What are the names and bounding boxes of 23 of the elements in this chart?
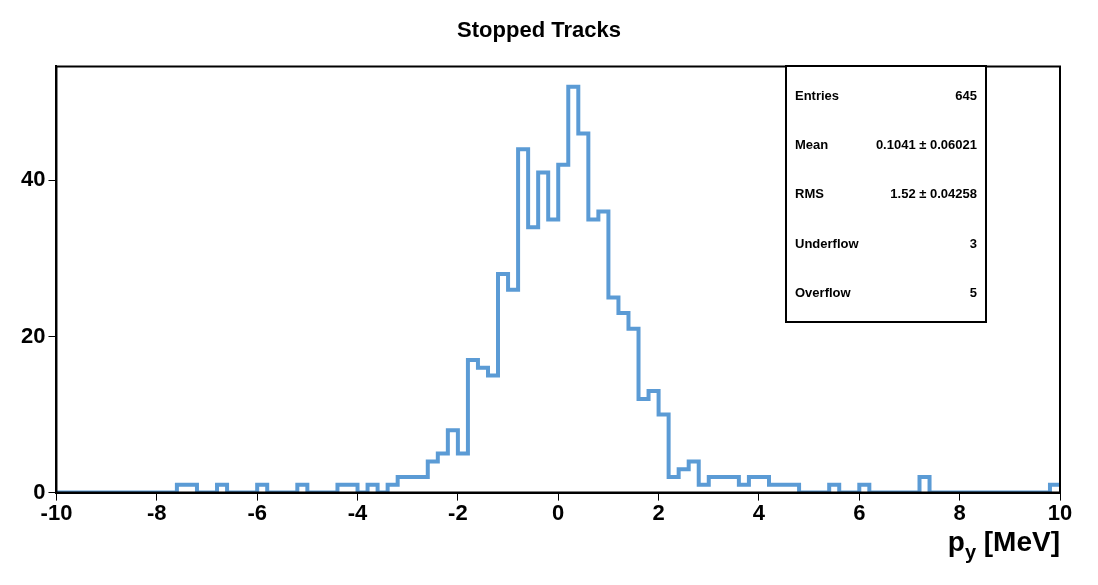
x-tick-label: 2	[652, 499, 665, 525]
x-tick-label: -6	[247, 499, 267, 525]
annotation: Overflow	[795, 284, 851, 300]
x-tick-label: -4	[347, 499, 369, 525]
y-tick-label: 20	[20, 322, 46, 348]
annotation: 0.1041 ± 0.06021	[875, 137, 977, 153]
y-tick-label: 40	[20, 166, 46, 192]
x-tick-label: 4	[752, 499, 766, 525]
x-tick-label: 10	[1047, 499, 1073, 525]
annotation: 3	[969, 235, 977, 251]
annotation: 1.52 ± 0.04258	[890, 186, 977, 202]
x-tick-label: -2	[448, 499, 468, 525]
annotation: Mean	[795, 137, 829, 153]
x-tick-label: 0	[552, 499, 565, 525]
chart-title: Stopped Tracks	[457, 17, 621, 43]
x-tick-label: -8	[147, 499, 167, 525]
annotation: 5	[969, 284, 977, 300]
x-tick-label: 6	[853, 499, 866, 525]
annotation: Underflow	[795, 235, 859, 251]
annotation: RMS	[795, 186, 824, 202]
annotation: 645	[955, 88, 977, 104]
annotation: Entries	[795, 88, 840, 104]
x-tick-label: 8	[953, 499, 966, 525]
